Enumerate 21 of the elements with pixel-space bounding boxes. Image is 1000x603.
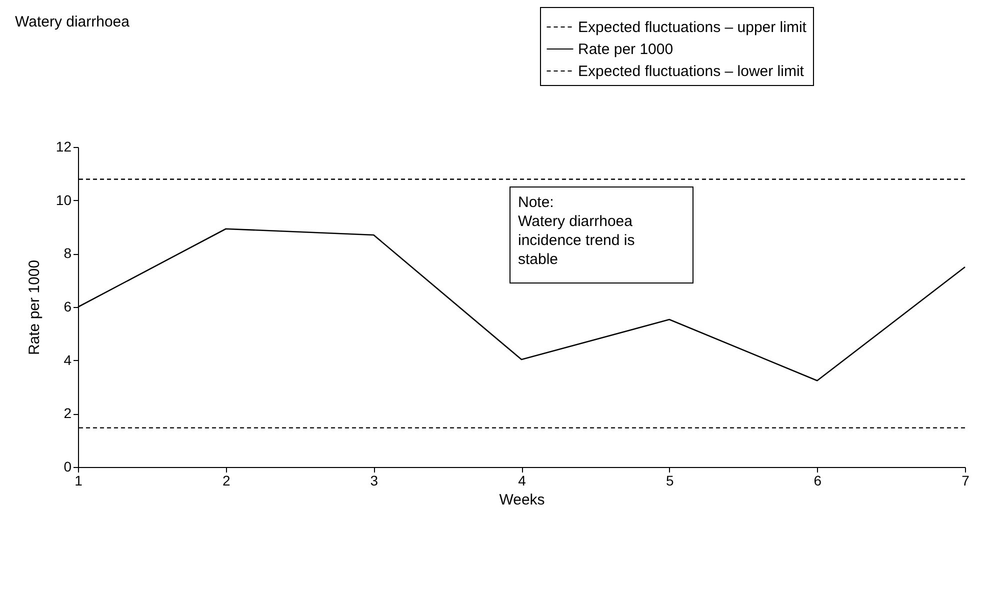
y-tick-label: 12 xyxy=(56,138,72,154)
legend-label: Expected fluctuations – lower limit xyxy=(578,63,805,80)
y-tick-label: 2 xyxy=(64,405,72,422)
x-tick-label: 5 xyxy=(666,472,674,488)
x-tick-label: 1 xyxy=(74,472,83,488)
x-axis-title: Weeks xyxy=(499,492,545,508)
chart-title: Watery diarrhoea xyxy=(15,14,130,30)
legend-label: Rate per 1000 xyxy=(578,41,674,58)
x-tick-label: 2 xyxy=(222,472,230,488)
y-tick-label: 4 xyxy=(64,352,72,368)
y-tick-label: 6 xyxy=(64,298,72,314)
y-tick-label: 0 xyxy=(64,458,72,474)
x-tick-label: 7 xyxy=(962,472,970,488)
x-tick-label: 4 xyxy=(518,472,526,488)
y-tick-label: 8 xyxy=(64,245,72,262)
x-tick-label: 3 xyxy=(370,472,378,488)
y-axis-title: Rate per 1000 xyxy=(26,260,43,356)
legend-label: Expected fluctuations – upper limit xyxy=(578,19,808,36)
annotation: Note: Watery diarrhoea incidence trend is stable xyxy=(518,194,635,268)
y-tick-label: 10 xyxy=(56,192,72,208)
x-tick-label: 6 xyxy=(814,472,822,488)
